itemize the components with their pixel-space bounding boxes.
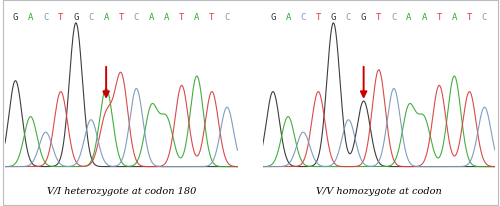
Text: A: A <box>28 13 34 22</box>
Text: A: A <box>149 13 154 22</box>
Text: A: A <box>194 13 200 22</box>
Text: T: T <box>436 13 442 22</box>
Text: A: A <box>286 13 291 22</box>
Text: G: G <box>270 13 276 22</box>
Text: C: C <box>88 13 94 22</box>
Text: T: T <box>209 13 214 22</box>
Text: A: A <box>452 13 457 22</box>
Text: C: C <box>482 13 487 22</box>
Text: C: C <box>224 13 230 22</box>
Text: T: T <box>376 13 382 22</box>
Text: T: T <box>58 13 64 22</box>
Text: A: A <box>422 13 427 22</box>
Text: A: A <box>164 13 170 22</box>
Text: T: T <box>466 13 472 22</box>
Text: C: C <box>391 13 396 22</box>
Text: V/V homozygote at codon: V/V homozygote at codon <box>316 186 442 195</box>
Text: T: T <box>316 13 321 22</box>
Text: G: G <box>361 13 366 22</box>
Text: C: C <box>43 13 49 22</box>
Text: A: A <box>104 13 109 22</box>
Text: C: C <box>300 13 306 22</box>
Text: T: T <box>118 13 124 22</box>
Text: T: T <box>179 13 184 22</box>
Text: G: G <box>330 13 336 22</box>
Text: G: G <box>73 13 78 22</box>
Text: C: C <box>134 13 139 22</box>
Text: C: C <box>346 13 351 22</box>
Text: A: A <box>406 13 412 22</box>
Text: V/I heterozygote at codon 180: V/I heterozygote at codon 180 <box>46 186 196 195</box>
Text: G: G <box>13 13 18 22</box>
